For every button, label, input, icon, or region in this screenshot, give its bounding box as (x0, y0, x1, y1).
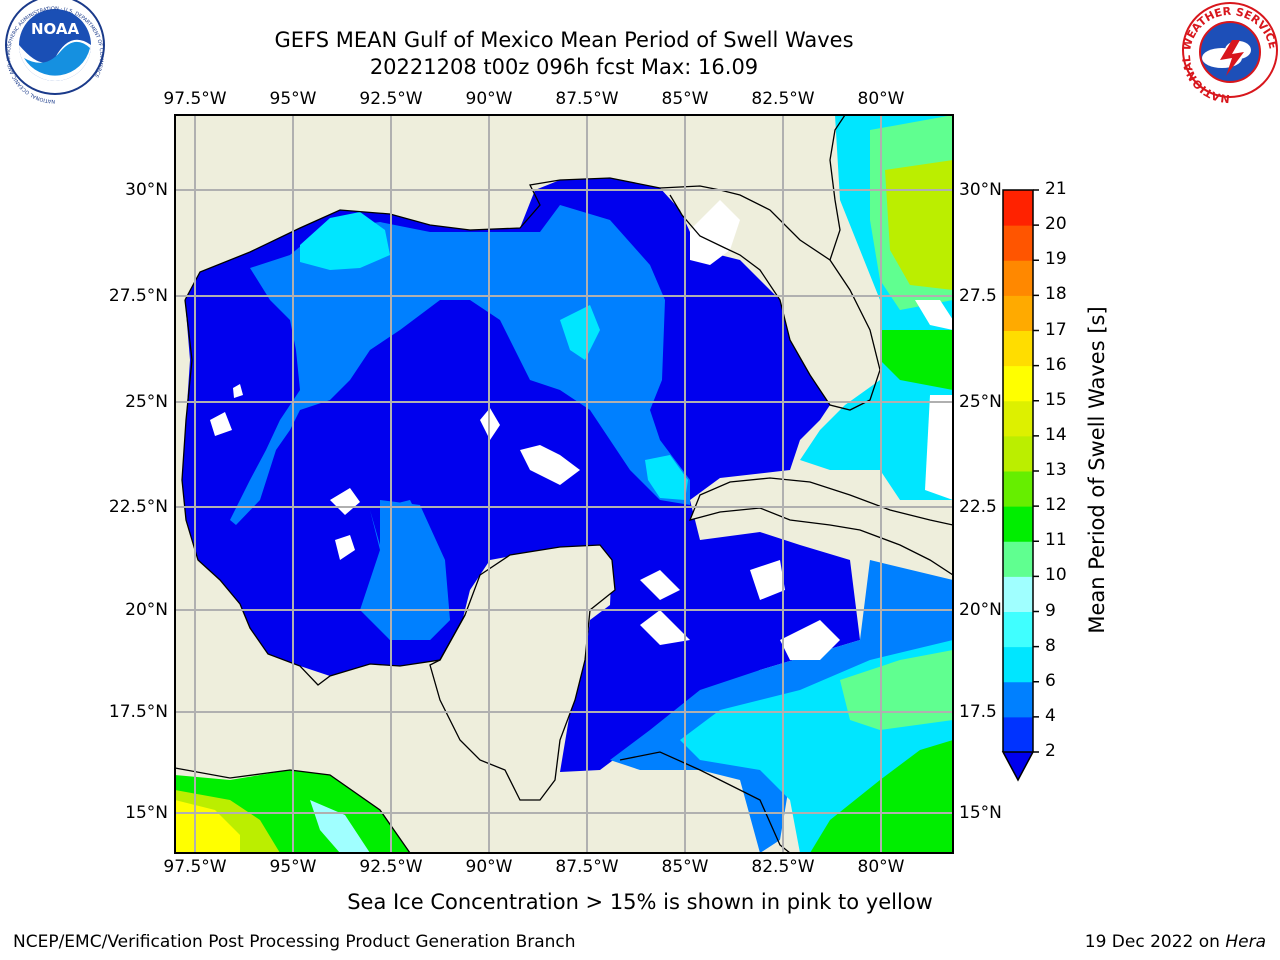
lon-label-top: 95°W (269, 89, 317, 109)
colorbar-segment (1003, 716, 1033, 753)
colorbar-tick-label: 10 (1045, 565, 1067, 586)
noaa-logo-text: NOAA (31, 20, 80, 38)
colorbar-segment (1003, 611, 1033, 648)
colorbar-segment (1003, 646, 1033, 683)
colorbar-underflow-triangle (1001, 751, 1035, 782)
colorbar-segment (1003, 471, 1033, 507)
lon-label-bottom: 82.5°W (751, 857, 815, 877)
lon-label-top: 85°W (661, 89, 709, 109)
lon-label-bottom: 92.5°W (359, 857, 423, 877)
footer-credit: NCEP/EMC/Verification Post Processing Pr… (13, 932, 576, 952)
colorbar-segment (1003, 435, 1033, 472)
lat-label-left: 25°N (125, 392, 168, 412)
colorbar-tick-label: 9 (1045, 600, 1056, 621)
colorbar-tick-label: 12 (1045, 495, 1067, 516)
colorbar-tick-label: 8 (1045, 635, 1056, 656)
colorbar-segment (1003, 541, 1033, 577)
lon-label-top: 97.5°W (163, 89, 227, 109)
yucatan-land (429, 544, 616, 801)
colorbar-segment (1003, 681, 1033, 718)
colorbar-segment (1003, 190, 1033, 226)
colorbar-tick-label: 6 (1045, 670, 1056, 691)
swell-4-6s-patch-central (560, 305, 600, 360)
colorbar-segment (1003, 295, 1033, 331)
lat-label-left: 20°N (125, 600, 168, 620)
lon-label-bottom: 90°W (465, 857, 513, 877)
lat-label-right: 17.5 (959, 702, 997, 722)
map-area (175, 115, 953, 853)
cuba-land (688, 477, 953, 576)
colorbar-tick-label: 4 (1045, 705, 1056, 726)
colorbar-segment (1003, 225, 1033, 261)
atlantic-lime-region (885, 160, 953, 290)
footer-date: 19 Dec 2022 on Hera (1085, 932, 1266, 952)
colorbar-segment (1003, 365, 1033, 402)
lat-label-left: 17.5°N (108, 702, 168, 722)
lon-label-bottom: 80°W (857, 857, 905, 877)
footer-date-text: 19 Dec 2022 on (1084, 932, 1226, 952)
lat-label-right: 22.5 (959, 497, 997, 517)
colorbar-tick-label: 16 (1045, 354, 1067, 375)
swell-2-4s-region-2 (365, 500, 450, 640)
lon-label-top: 87.5°W (555, 89, 619, 109)
footer-host: Hera (1225, 932, 1266, 952)
lat-label-left: 15°N (125, 803, 168, 823)
colorbar-tick-label: 21 (1045, 179, 1067, 199)
lon-label-bottom: 87.5°W (555, 857, 619, 877)
colorbar-tick-label: 2 (1045, 741, 1056, 761)
florida-east-coast (669, 194, 881, 411)
lon-label-top: 80°W (857, 89, 905, 109)
missing-data-patches (210, 200, 953, 660)
swell-4-6s-patch-north (300, 212, 390, 270)
lat-label-left: 30°N (125, 180, 168, 200)
central-america-coast (175, 767, 411, 853)
colorbar-tick-label: 14 (1045, 424, 1067, 445)
lat-label-right: 27.5 (959, 286, 997, 306)
lon-label-top: 90°W (465, 89, 513, 109)
atlantic-green-mid (880, 330, 953, 390)
colorbar-tick-label: 20 (1045, 214, 1067, 235)
colorbar-tick-label: 11 (1045, 530, 1067, 551)
colorbar-segment (1003, 330, 1033, 367)
lat-label-right: 25°N (959, 392, 1002, 412)
map-gridlines (175, 115, 953, 853)
lat-label-left: 22.5°N (108, 497, 168, 517)
lon-label-bottom: 85°W (661, 857, 709, 877)
swell-4-6s-patch-se (645, 455, 688, 500)
colorbar-segment (1003, 506, 1033, 542)
caribbean-green-region (840, 650, 953, 730)
lon-label-top: 92.5°W (359, 89, 423, 109)
sea-ice-note: Sea Ice Concentration > 15% is shown in … (347, 890, 933, 914)
map-frame (174, 114, 954, 854)
lat-label-left: 27.5°N (108, 286, 168, 306)
colorbar-segment (1003, 260, 1033, 296)
colorbar-tick-label: 13 (1045, 460, 1067, 480)
gulf-north-coast (184, 177, 661, 301)
lon-label-bottom: 97.5°W (163, 857, 227, 877)
chart-title: GEFS MEAN Gulf of Mexico Mean Period of … (274, 28, 854, 52)
noaa-logo-icon: NOAA NATIONAL OCEANIC AND ATMOSPHERIC AD… (5, 0, 105, 104)
colorbar-segment (1003, 576, 1033, 612)
colorbar-title: Mean Period of Swell Waves [s] (1085, 306, 1109, 634)
colorbar-tick-label: 15 (1045, 389, 1067, 410)
colorbar-segment (1003, 400, 1033, 437)
lon-label-bottom: 95°W (269, 857, 317, 877)
nws-logo-icon: NATIONAL WEATHER SERVICE (1180, 2, 1280, 105)
colorbar-tick-label: 19 (1045, 249, 1067, 270)
colorbar (1001, 189, 1039, 782)
lat-label-right: 15°N (959, 803, 1002, 823)
chart-subtitle: 20221208 t00z 096h fcst Max: 16.09 (369, 55, 759, 79)
gulf-west-coast (181, 299, 466, 686)
lon-label-top: 82.5°W (751, 89, 815, 109)
honduras-coast (619, 751, 791, 853)
colorbar-tick-label: 18 (1045, 284, 1067, 305)
colorbar-tick-label: 17 (1045, 319, 1067, 340)
lat-label-right: 20°N (959, 600, 1002, 620)
lat-label-right: 30°N (959, 180, 1002, 200)
